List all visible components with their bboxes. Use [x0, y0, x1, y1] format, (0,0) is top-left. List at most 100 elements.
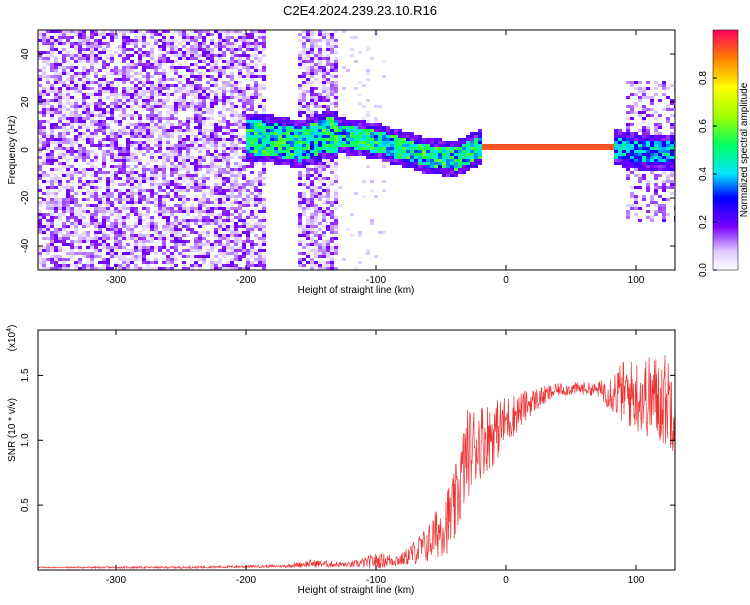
heatmap-cell [62, 228, 66, 231]
heatmap-cell [70, 198, 74, 201]
heatmap-cell [318, 63, 322, 66]
heatmap-cell [362, 126, 366, 129]
heatmap-cell [118, 105, 122, 108]
heatmap-cell [230, 123, 234, 126]
heatmap-cell [230, 45, 234, 48]
heatmap-cell [218, 213, 222, 216]
heatmap-cell [54, 201, 58, 204]
heatmap-cell [126, 183, 130, 186]
heatmap-cell [182, 186, 186, 189]
heatmap-cell [166, 111, 170, 114]
heatmap-cell [102, 210, 106, 213]
heatmap-cell [138, 132, 142, 135]
heatmap-cell [134, 96, 138, 99]
heatmap-cell [406, 153, 410, 156]
heatmap-cell [638, 138, 642, 141]
heatmap-cell [298, 252, 302, 255]
heatmap-cell [414, 153, 418, 156]
heatmap-cell [86, 261, 90, 264]
heatmap-cell [138, 258, 142, 261]
heatmap-cell [66, 189, 70, 192]
heatmap-cell [46, 60, 50, 63]
heatmap-cell [78, 261, 82, 264]
heatmap-cell [134, 30, 138, 33]
heatmap-cell [366, 123, 370, 126]
heatmap-cell [110, 90, 114, 93]
heatmap-cell [242, 75, 246, 78]
heatmap-cell [118, 150, 122, 153]
heatmap-cell [222, 141, 226, 144]
heatmap-cell [266, 114, 270, 117]
heatmap-cell [630, 135, 634, 138]
heatmap-cell [322, 111, 326, 114]
heatmap-cell [218, 204, 222, 207]
heatmap-cell [626, 168, 630, 171]
heatmap-cell [234, 123, 238, 126]
heatmap-cell [150, 90, 154, 93]
heatmap-cell [330, 210, 334, 213]
heatmap-cell [638, 81, 642, 84]
heatmap-cell [298, 93, 302, 96]
heatmap-cell [646, 186, 650, 189]
heatmap-cell [446, 144, 450, 147]
heatmap-cell [150, 120, 154, 123]
heatmap-cell [74, 84, 78, 87]
heatmap-cell [470, 165, 474, 168]
heatmap-cell [122, 78, 126, 81]
heatmap-cell [446, 171, 450, 174]
heatmap-cell [178, 156, 182, 159]
heatmap-cell [166, 135, 170, 138]
heatmap-cell [94, 72, 98, 75]
heatmap-cell [438, 171, 442, 174]
heatmap-cell [214, 105, 218, 108]
heatmap-cell [386, 141, 390, 144]
heatmap-cell [310, 36, 314, 39]
heatmap-cell [238, 33, 242, 36]
heatmap-cell [282, 117, 286, 120]
heatmap-cell [190, 210, 194, 213]
snr-y-ticks: 0.51.01.5 [20, 368, 675, 512]
heatmap-cell [414, 162, 418, 165]
heatmap-cell [310, 45, 314, 48]
heatmap-cell [330, 69, 334, 72]
heatmap-cell [170, 267, 174, 270]
heatmap-cell [62, 93, 66, 96]
heatmap-cell [646, 189, 650, 192]
heatmap-cell [150, 183, 154, 186]
heatmap-cell [194, 222, 198, 225]
heatmap-cell [74, 129, 78, 132]
heatmap-cell [254, 162, 258, 165]
heatmap-cell [322, 168, 326, 171]
heatmap-cell [182, 177, 186, 180]
heatmap-cell [282, 135, 286, 138]
heatmap-cell [246, 66, 250, 69]
heatmap-cell [74, 201, 78, 204]
heatmap-cell [106, 210, 110, 213]
heatmap-cell [62, 123, 66, 126]
heatmap-cell [262, 123, 266, 126]
heatmap-cell [398, 129, 402, 132]
heatmap-cell [250, 219, 254, 222]
heatmap-cell [322, 207, 326, 210]
heatmap-cell [98, 93, 102, 96]
heatmap-cell [366, 45, 370, 48]
heatmap-cell [46, 180, 50, 183]
heatmap-cell [46, 150, 50, 153]
heatmap-cell [46, 201, 50, 204]
heatmap-cell [150, 159, 154, 162]
heatmap-cell [78, 240, 82, 243]
heatmap-cell [90, 117, 94, 120]
heatmap-cell [314, 177, 318, 180]
heatmap-cell [214, 45, 218, 48]
heatmap-cell [250, 216, 254, 219]
heatmap-cell [102, 246, 106, 249]
heatmap-cell [118, 108, 122, 111]
heatmap-cell [302, 234, 306, 237]
heatmap-cell [118, 69, 122, 72]
heatmap-cell [94, 114, 98, 117]
heatmap-cell [258, 171, 262, 174]
heatmap-cell [70, 78, 74, 81]
heatmap-cell [194, 57, 198, 60]
heatmap-cell [198, 201, 202, 204]
heatmap-cell [234, 54, 238, 57]
